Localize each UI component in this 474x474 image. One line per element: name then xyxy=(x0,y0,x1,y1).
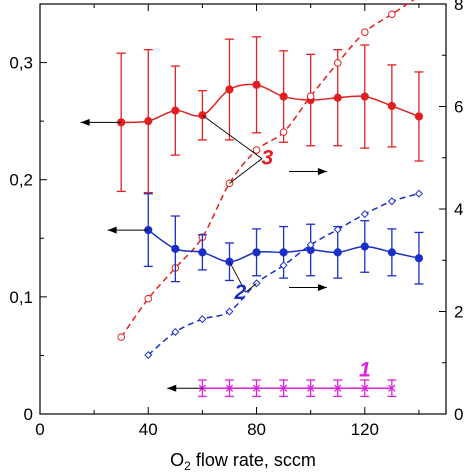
arrow-head xyxy=(317,168,327,176)
data-point xyxy=(279,261,288,270)
y-right-tick-label: 6 xyxy=(454,98,463,117)
y-right-tick-label: 4 xyxy=(454,200,463,219)
arrow-head xyxy=(317,283,327,291)
data-point xyxy=(198,248,207,257)
series-blue-right xyxy=(144,189,423,360)
data-point xyxy=(252,146,261,154)
series-line xyxy=(121,83,420,124)
data-point xyxy=(306,92,315,101)
data-point xyxy=(361,28,369,36)
y-right-tick-label: 2 xyxy=(454,303,463,322)
data-point xyxy=(387,248,396,257)
data-point xyxy=(225,85,234,94)
data-point xyxy=(171,327,180,337)
data-point-stroke xyxy=(334,384,342,392)
data-point xyxy=(414,189,423,198)
leader-line xyxy=(229,261,247,293)
data-point-stroke xyxy=(361,384,369,392)
data-point xyxy=(360,210,369,219)
data-point xyxy=(387,101,396,111)
data-point xyxy=(225,307,234,316)
arrow-head xyxy=(80,118,90,126)
arrow-head xyxy=(167,384,177,392)
data-point xyxy=(279,92,288,101)
series-layer xyxy=(116,0,424,398)
data-point-stroke xyxy=(307,384,315,392)
data-point xyxy=(306,240,315,249)
x-tick-label: 80 xyxy=(247,420,266,439)
data-point xyxy=(144,117,153,126)
series-magenta-left xyxy=(197,379,397,398)
data-point xyxy=(360,242,369,251)
data-point xyxy=(252,80,261,89)
data-point xyxy=(144,351,153,360)
data-point-stroke xyxy=(279,384,288,392)
data-point xyxy=(171,244,180,253)
series-red-right xyxy=(117,0,420,341)
arrow-head xyxy=(107,226,117,234)
series-label-1: 1 xyxy=(359,359,371,382)
data-point xyxy=(225,257,234,266)
data-point-stroke xyxy=(252,384,261,392)
x-tick-label: 0 xyxy=(35,420,44,439)
data-point xyxy=(333,93,342,102)
y-left-tick-label: 0,1 xyxy=(9,288,33,307)
data-point xyxy=(333,225,342,234)
plot-frame xyxy=(39,3,447,415)
data-point xyxy=(414,254,424,263)
series-blue-left xyxy=(143,193,424,285)
data-point xyxy=(144,294,153,303)
data-point xyxy=(333,248,342,257)
data-point-stroke xyxy=(225,384,234,392)
data-point xyxy=(388,10,396,19)
data-point xyxy=(333,59,342,67)
data-point xyxy=(387,197,396,206)
x-tick-label: 40 xyxy=(139,420,158,439)
x-tick-label: 120 xyxy=(351,420,379,439)
annotation-layer: 3 2 1 xyxy=(80,114,371,392)
data-point xyxy=(279,128,288,136)
y-left-tick-label: 0,2 xyxy=(9,171,33,190)
tick-labels: 0 40 80 120 0 0,1 0,2 0,3 0 2 4 6 8 xyxy=(9,0,463,439)
data-point xyxy=(198,315,207,324)
y-right-tick-label: 8 xyxy=(454,0,463,14)
data-point xyxy=(171,106,180,115)
data-point xyxy=(279,248,288,257)
leader-line xyxy=(245,282,257,293)
data-point xyxy=(360,92,369,101)
series-label-3: 3 xyxy=(262,146,274,169)
y-left-tick-label: 0 xyxy=(24,405,33,424)
data-point xyxy=(414,112,424,121)
data-point xyxy=(117,333,125,341)
data-point-stroke xyxy=(388,384,396,392)
leader-line xyxy=(229,158,263,184)
series-label-2: 2 xyxy=(233,281,246,304)
x-axis-title: O2 flow rate, sccm xyxy=(170,450,316,473)
tick-marks xyxy=(39,3,446,415)
data-point xyxy=(252,248,261,257)
leader-line xyxy=(202,114,263,159)
y-left-tick-label: 0,3 xyxy=(9,54,33,73)
y-right-tick-label: 0 xyxy=(454,405,463,424)
